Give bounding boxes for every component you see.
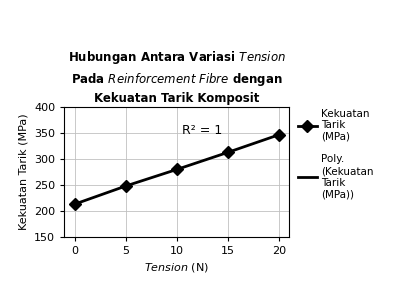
Title: Hubungan Antara Variasi $\it{Tension}$
Pada $\it{Reinforcement\ Fibre}$ dengan
K: Hubungan Antara Variasi $\it{Tension}$ P… — [68, 49, 285, 105]
Y-axis label: Kekuatan Tarik (MPa): Kekuatan Tarik (MPa) — [18, 114, 28, 230]
X-axis label: $\it{Tension}$ (N): $\it{Tension}$ (N) — [144, 261, 209, 274]
Legend: Kekuatan
Tarik
(MPa), Poly.
(Kekuatan
Tarik
(MPa)): Kekuatan Tarik (MPa), Poly. (Kekuatan Ta… — [293, 105, 377, 203]
Text: R² = 1: R² = 1 — [182, 124, 222, 137]
